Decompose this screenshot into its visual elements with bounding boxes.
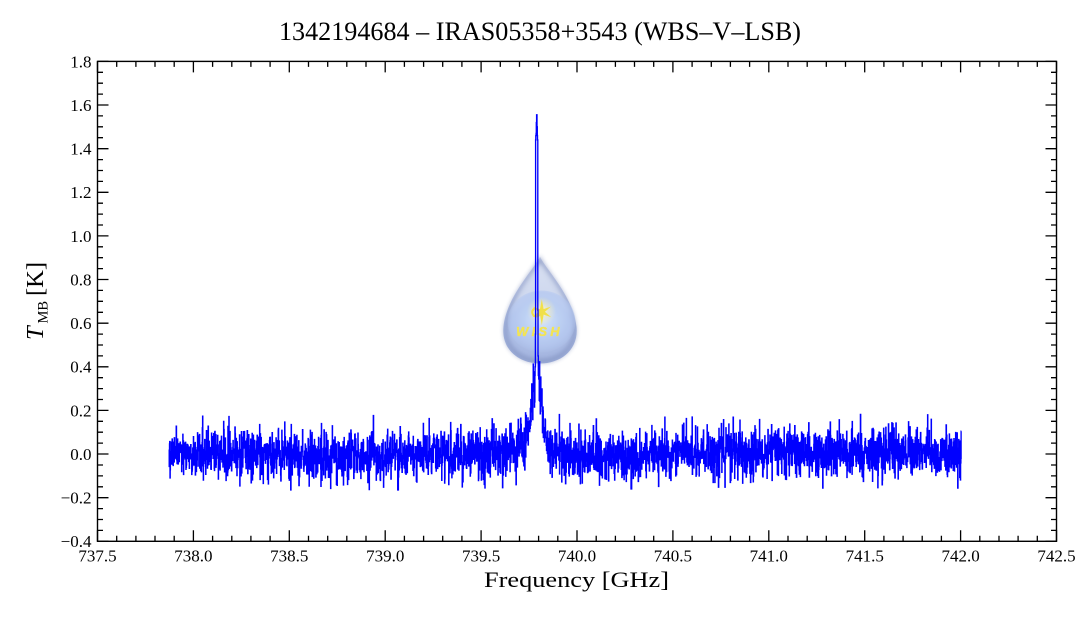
svg-text:1.0: 1.0 [70,227,91,246]
svg-text:741.5: 741.5 [846,546,884,565]
svg-text:737.5: 737.5 [78,546,116,565]
svg-text:0.0: 0.0 [70,445,91,464]
svg-text:739.0: 739.0 [366,546,404,565]
svg-text:Frequency [GHz]: Frequency [GHz] [484,567,669,592]
svg-text:741.0: 741.0 [750,546,788,565]
svg-text:738.5: 738.5 [270,546,308,565]
svg-text:T MB [K]: T MB [K] [22,262,52,340]
svg-text:−0.4: −0.4 [61,532,92,551]
svg-text:0.8: 0.8 [70,270,91,289]
svg-text:738.0: 738.0 [174,546,212,565]
svg-text:1342194684 – IRAS05358+3543 (W: 1342194684 – IRAS05358+3543 (WBS–V–LSB) [279,17,801,46]
svg-text:1.8: 1.8 [70,52,91,71]
svg-text:740.0: 740.0 [558,546,596,565]
svg-text:739.5: 739.5 [462,546,500,565]
svg-text:WISH: WISH [516,324,563,339]
svg-text:−0.2: −0.2 [61,489,92,508]
svg-text:0.2: 0.2 [70,401,91,420]
svg-text:740.5: 740.5 [654,546,692,565]
svg-text:0.6: 0.6 [70,314,91,333]
svg-text:0.4: 0.4 [70,358,92,377]
svg-text:1.2: 1.2 [70,183,91,202]
svg-text:1.4: 1.4 [70,140,92,159]
svg-text:742.5: 742.5 [1037,546,1075,565]
svg-text:742.0: 742.0 [941,546,979,565]
svg-text:1.6: 1.6 [70,96,91,115]
